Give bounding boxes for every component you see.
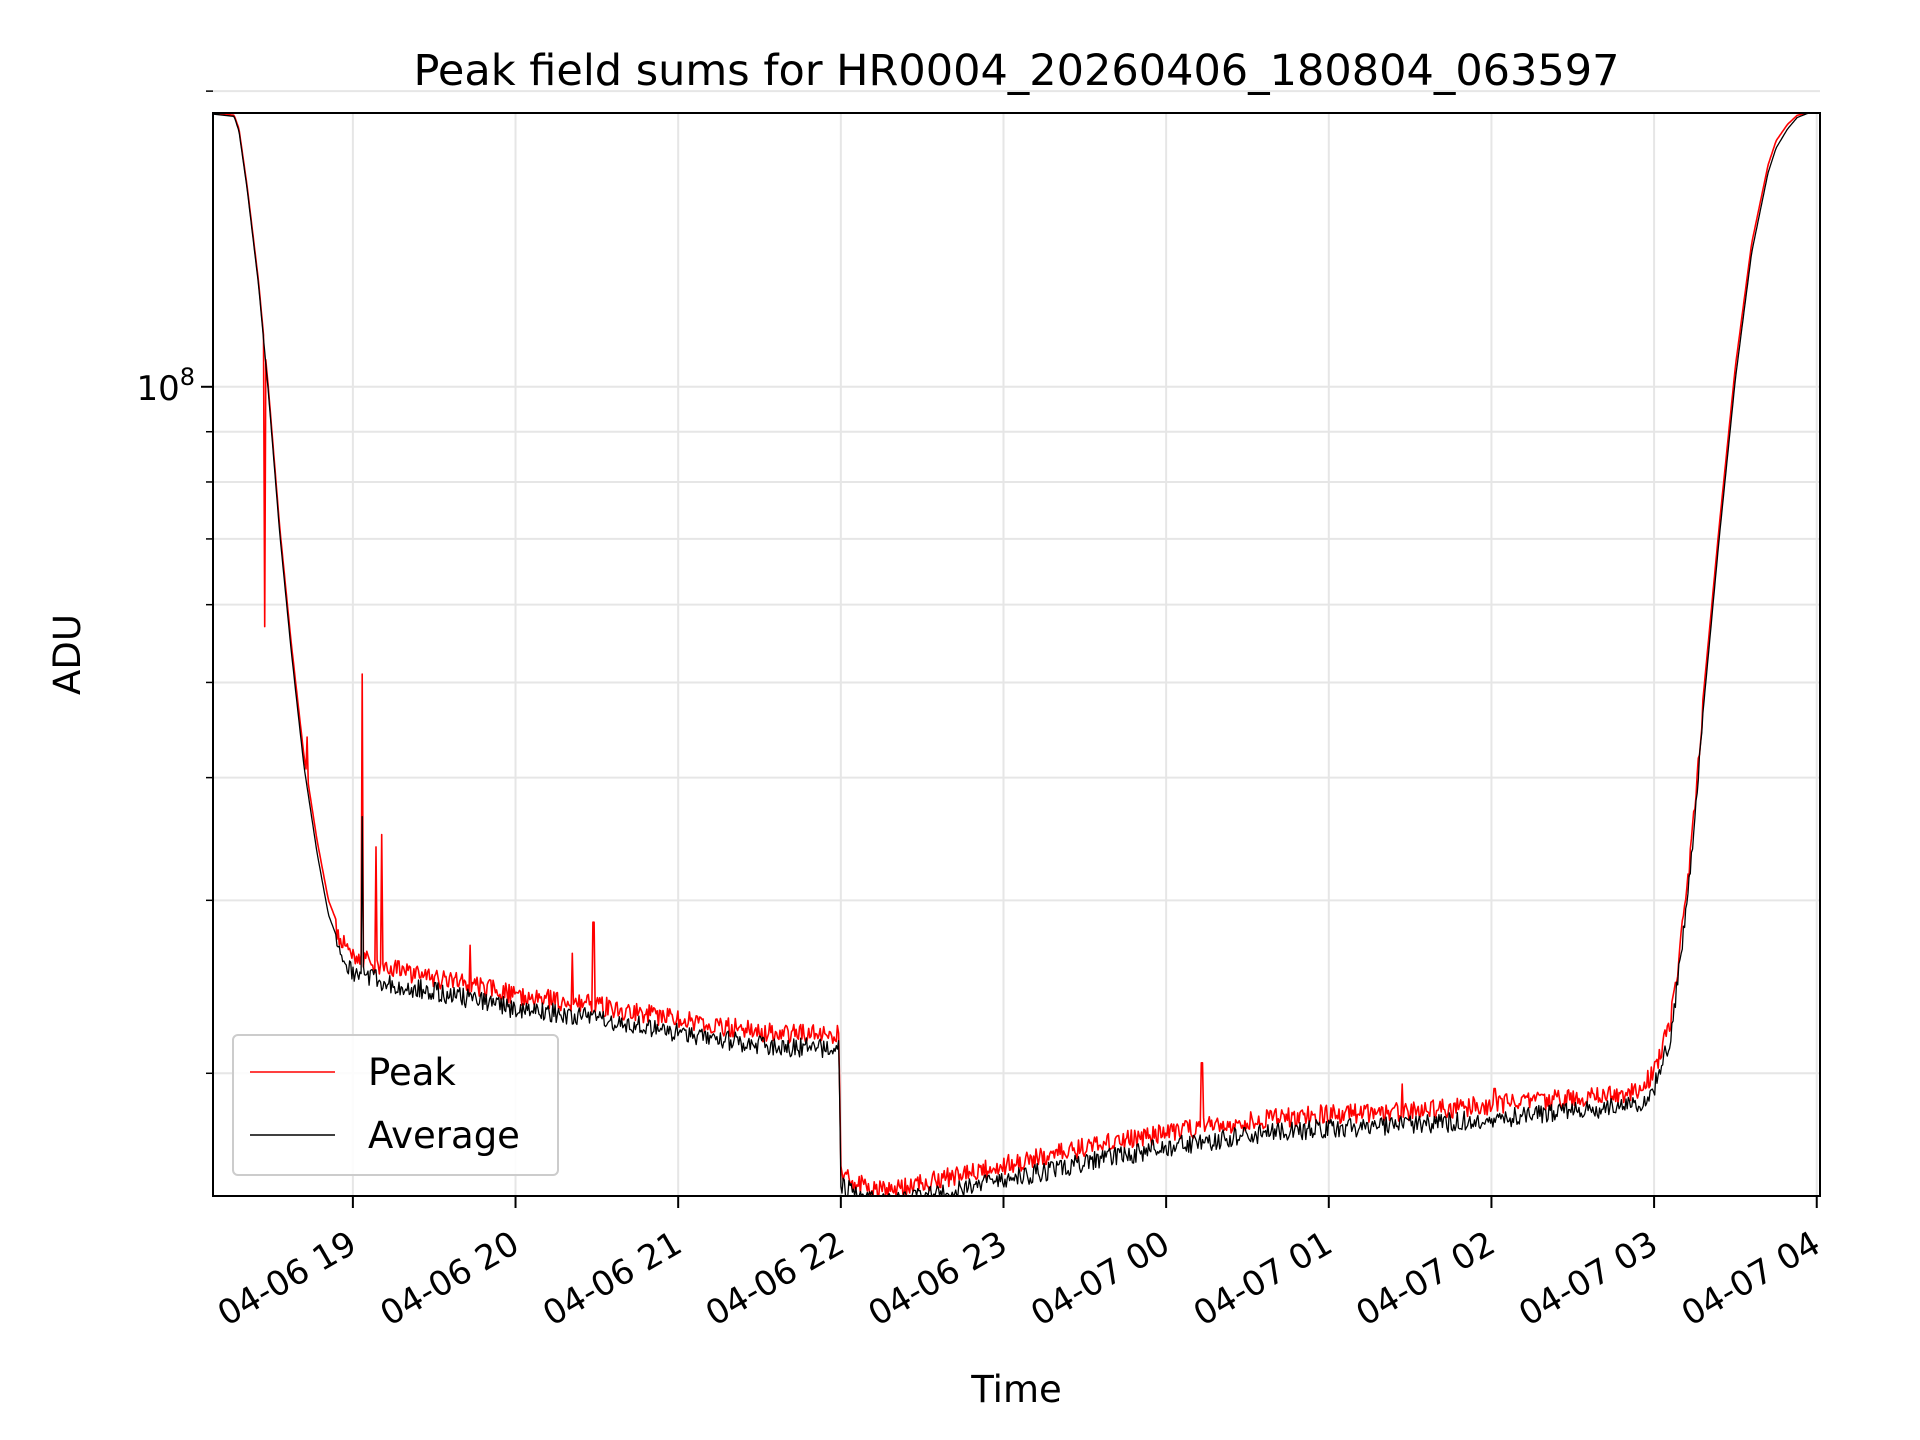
- legend-label-peak: Peak: [368, 1051, 456, 1094]
- chart-title: Peak field sums for HR0004_20260406_1808…: [414, 46, 1620, 96]
- x-axis-label: Time: [970, 1368, 1062, 1411]
- series-layer: [213, 113, 1820, 1196]
- legend-box: [232, 1034, 559, 1176]
- legend: Peak Average: [232, 1034, 559, 1176]
- plot-frame: [212, 112, 1821, 1197]
- series-line-peak: [213, 113, 1820, 1196]
- y-tick-label: 108: [136, 363, 195, 409]
- series-line-average: [213, 113, 1820, 1196]
- y-axis-label: ADU: [46, 614, 89, 695]
- legend-label-average: Average: [368, 1114, 520, 1157]
